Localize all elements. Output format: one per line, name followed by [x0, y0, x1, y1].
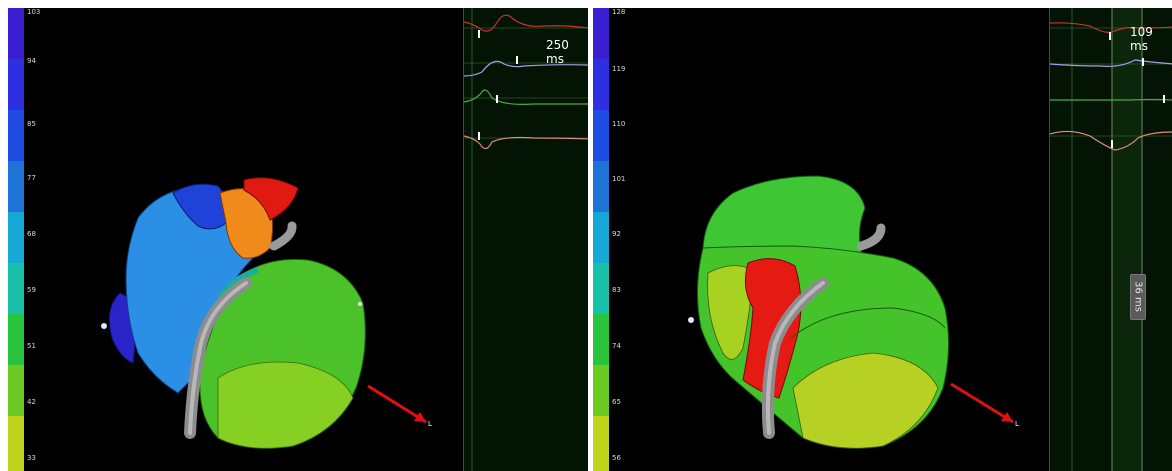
- left-ecg-traces[interactable]: [464, 8, 588, 471]
- duration-readout: 250 ms: [546, 38, 569, 66]
- orientation-axis-label: L: [1015, 420, 1019, 428]
- ecg-trace-lavender: [1050, 59, 1172, 67]
- interval-readout: 36 ms: [1132, 281, 1144, 312]
- duration-readout: 109 ms: [1130, 25, 1153, 53]
- right-color-scale: [593, 8, 609, 471]
- scale-tick: 59: [27, 286, 36, 294]
- ecg-trace-green: [1050, 98, 1172, 101]
- scale-tick: 110: [612, 120, 626, 128]
- ecg-trace-salmon: [464, 135, 588, 150]
- left-color-scale: [8, 8, 24, 471]
- scale-tick: 103: [27, 8, 41, 16]
- ecg-trace-salmon: [1050, 130, 1172, 151]
- right-map-view[interactable]: 128 119 110 101 92 83 74 65 56 L: [593, 8, 1172, 471]
- left-map-view[interactable]: 103 94 85 77 68 59 51 42 33 L: [8, 8, 588, 471]
- scale-tick: 94: [27, 57, 36, 65]
- scale-tick: 77: [27, 174, 36, 182]
- ecg-trace-lavender: [464, 60, 588, 77]
- scale-tick: 128: [612, 8, 626, 16]
- scale-tick: 83: [612, 286, 621, 294]
- scale-tick: 92: [612, 230, 621, 238]
- right-ecg-traces[interactable]: [1050, 8, 1172, 471]
- scale-tick: 51: [27, 342, 36, 350]
- orientation-arrow: [950, 382, 1014, 424]
- ecg-trace-red: [464, 14, 588, 32]
- orientation-axis-label: L: [428, 420, 432, 428]
- scale-tick: 85: [27, 120, 36, 128]
- interval-marker[interactable]: 36 ms: [1130, 274, 1146, 320]
- ecg-trace-red: [1050, 22, 1172, 33]
- scale-tick: 68: [27, 230, 36, 238]
- left-ecg-panel[interactable]: 250 ms: [463, 8, 588, 471]
- scale-tick: 119: [612, 65, 626, 73]
- scale-tick: 42: [27, 398, 36, 406]
- orientation-arrow: [367, 384, 427, 424]
- scale-tick: 33: [27, 454, 36, 462]
- ecg-trace-green: [464, 89, 588, 105]
- left-heart-model[interactable]: L: [8, 8, 463, 471]
- scale-tick: 65: [612, 398, 621, 406]
- scale-tick: 74: [612, 342, 621, 350]
- right-ecg-panel[interactable]: 109 ms 36 ms: [1049, 8, 1172, 471]
- right-heart-model[interactable]: L: [593, 8, 1048, 471]
- scale-tick: 101: [612, 175, 626, 183]
- scale-tick: 56: [612, 454, 621, 462]
